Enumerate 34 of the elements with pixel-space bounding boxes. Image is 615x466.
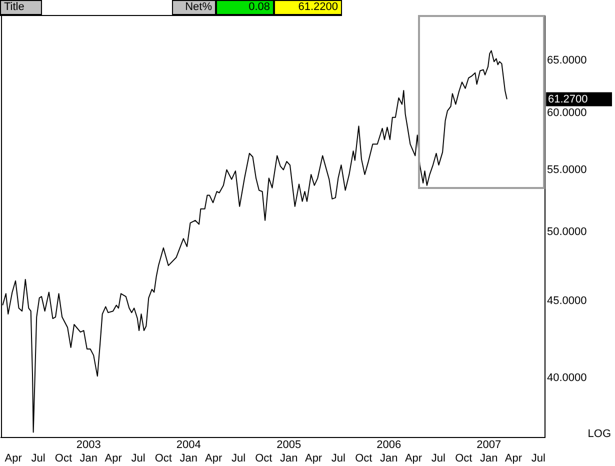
y-tick-label: 55.0000 — [547, 164, 587, 176]
x-tick-label: 2005 Jan — [276, 439, 302, 464]
text: Title — [0, 0, 42, 15]
x-tick-label: Jul — [331, 452, 346, 464]
x-tick-label: Apr — [4, 452, 22, 464]
text: 61.2200 — [274, 0, 342, 15]
x-tick-label: Oct — [355, 452, 372, 464]
x-tick-label: Oct — [255, 452, 272, 464]
y-tick-label: 45.0000 — [547, 294, 587, 307]
x-tick-label: Oct — [154, 452, 172, 464]
x-tick-label: Apr — [304, 452, 322, 464]
x-tick-label: Jul — [431, 452, 446, 464]
y-tick-label: 60.0000 — [547, 106, 587, 119]
x-tick-label: 2003 Jan — [76, 439, 101, 464]
text: 61.2700 — [548, 93, 588, 106]
y-tick-label: 40.0000 — [547, 372, 587, 384]
text: LOG — [588, 428, 611, 440]
y-tick-label: 65.0000 — [547, 54, 587, 67]
x-tick-label: Jul — [531, 452, 546, 464]
x-tick-label: 2004 Jan — [176, 439, 201, 464]
x-tick-label: Apr — [504, 452, 522, 464]
x-tick-label: Apr — [104, 452, 122, 464]
text: Net% — [172, 0, 216, 15]
x-tick-label: 2006 Jan — [376, 439, 402, 464]
x-tick-label: 2007 Jan — [476, 439, 502, 464]
x-tick-label: Oct — [54, 452, 72, 464]
x-tick-label: Apr — [204, 452, 222, 464]
x-tick-label: Jul — [231, 452, 246, 464]
x-tick-label: Jul — [31, 452, 46, 464]
x-tick-label: Apr — [404, 452, 422, 464]
text: 0.08 — [216, 0, 274, 15]
x-tick-label: Jul — [131, 452, 146, 464]
x-tick-label: Oct — [455, 452, 472, 464]
y-tick-label: 50.0000 — [547, 226, 587, 238]
